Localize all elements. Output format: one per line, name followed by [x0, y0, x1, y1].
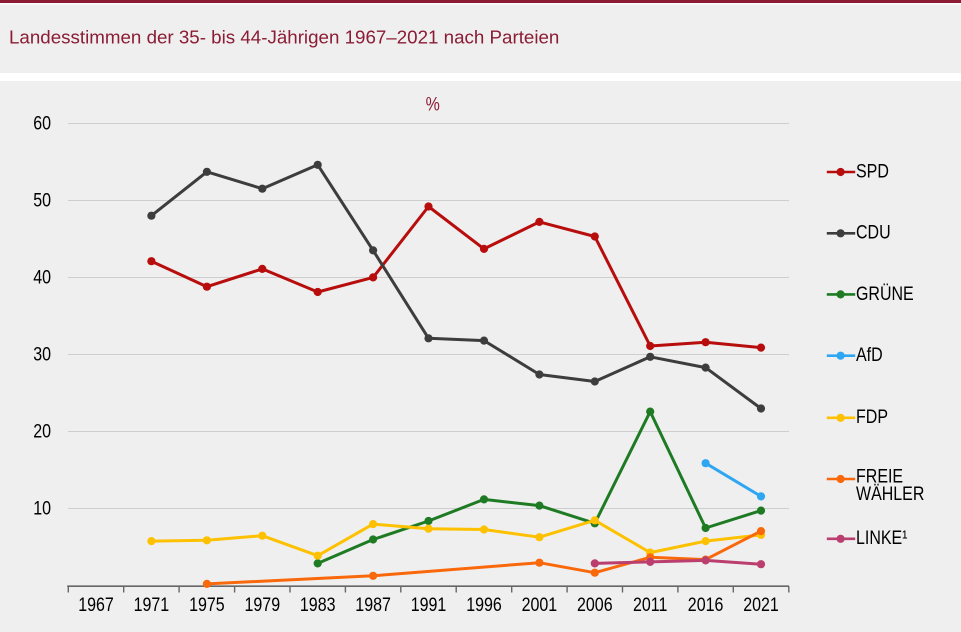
- svg-text:2006: 2006: [577, 594, 613, 616]
- svg-text:30: 30: [33, 343, 51, 365]
- svg-text:CDU: CDU: [856, 222, 891, 244]
- svg-text:LINKE¹: LINKE¹: [856, 527, 908, 549]
- svg-text:2021: 2021: [743, 594, 779, 616]
- svg-text:2016: 2016: [688, 594, 724, 616]
- svg-text:Landesstimmen der 35- bis 44-J: Landesstimmen der 35- bis 44-Jährigen 19…: [9, 27, 559, 48]
- svg-text:1975: 1975: [189, 594, 225, 616]
- svg-text:40: 40: [33, 266, 51, 288]
- svg-text:1967: 1967: [78, 594, 114, 616]
- svg-text:SPD: SPD: [856, 160, 889, 182]
- svg-text:1979: 1979: [245, 594, 281, 616]
- svg-text:1991: 1991: [411, 594, 447, 616]
- svg-text:2001: 2001: [522, 594, 558, 616]
- svg-text:1983: 1983: [300, 594, 336, 616]
- svg-text:%: %: [426, 93, 440, 115]
- svg-text:60: 60: [33, 112, 51, 134]
- svg-text:GRÜNE: GRÜNE: [856, 283, 914, 305]
- svg-text:1987: 1987: [355, 594, 391, 616]
- svg-text:FDP: FDP: [856, 406, 888, 428]
- svg-text:10: 10: [33, 497, 51, 519]
- svg-text:2011: 2011: [633, 594, 667, 616]
- svg-text:1971: 1971: [134, 594, 170, 616]
- svg-text:FREIE: FREIE: [856, 466, 903, 488]
- svg-text:50: 50: [33, 189, 51, 211]
- svg-text:AfD: AfD: [856, 344, 883, 366]
- svg-text:1996: 1996: [466, 594, 502, 616]
- svg-text:WÄHLER: WÄHLER: [856, 483, 924, 505]
- svg-text:20: 20: [33, 420, 51, 442]
